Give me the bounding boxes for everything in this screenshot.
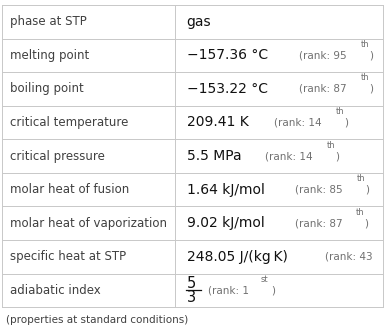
- Text: (rank: 95: (rank: 95: [299, 50, 347, 60]
- Text: critical temperature: critical temperature: [10, 116, 128, 129]
- Text: ): ): [365, 218, 369, 228]
- Text: (rank: 85: (rank: 85: [295, 185, 343, 195]
- Text: (rank: 87: (rank: 87: [299, 84, 346, 94]
- Text: critical pressure: critical pressure: [10, 149, 104, 163]
- Text: (rank: 14: (rank: 14: [274, 118, 322, 127]
- Text: th: th: [326, 140, 335, 149]
- Text: gas: gas: [187, 15, 211, 29]
- Text: 209.41 K: 209.41 K: [187, 116, 248, 129]
- Text: th: th: [336, 107, 344, 116]
- Text: specific heat at STP: specific heat at STP: [10, 250, 126, 263]
- Text: 5.5 MPa: 5.5 MPa: [187, 149, 241, 163]
- Text: −157.36 °C: −157.36 °C: [187, 48, 268, 62]
- Text: th: th: [361, 40, 369, 49]
- Text: ): ): [271, 285, 276, 295]
- Text: 9.02 kJ/mol: 9.02 kJ/mol: [187, 216, 264, 230]
- Text: th: th: [356, 208, 365, 217]
- Text: th: th: [357, 174, 365, 183]
- Text: (properties at standard conditions): (properties at standard conditions): [6, 315, 188, 325]
- Text: boiling point: boiling point: [10, 82, 84, 95]
- Text: st: st: [261, 275, 268, 284]
- Text: ): ): [369, 50, 373, 60]
- Text: melting point: melting point: [10, 49, 89, 62]
- Text: molar heat of vaporization: molar heat of vaporization: [10, 217, 167, 230]
- Text: 248.05 J/(kg K): 248.05 J/(kg K): [187, 250, 288, 264]
- Text: th: th: [360, 73, 369, 82]
- Text: 1.64 kJ/mol: 1.64 kJ/mol: [187, 183, 264, 197]
- Text: 5: 5: [187, 276, 196, 291]
- Text: (rank: 43: (rank: 43: [325, 252, 372, 262]
- Text: adiabatic index: adiabatic index: [10, 284, 100, 297]
- Text: (rank: 1: (rank: 1: [208, 285, 249, 295]
- Text: phase at STP: phase at STP: [10, 15, 86, 28]
- Text: (rank: 14: (rank: 14: [265, 151, 313, 161]
- Text: −153.22 °C: −153.22 °C: [187, 82, 268, 96]
- Text: molar heat of fusion: molar heat of fusion: [10, 183, 129, 196]
- Text: ): ): [335, 151, 339, 161]
- Text: ): ): [365, 185, 369, 195]
- Text: 3: 3: [187, 290, 196, 304]
- Text: ): ): [344, 118, 348, 127]
- Text: ): ): [369, 84, 373, 94]
- Text: (rank: 87: (rank: 87: [295, 218, 342, 228]
